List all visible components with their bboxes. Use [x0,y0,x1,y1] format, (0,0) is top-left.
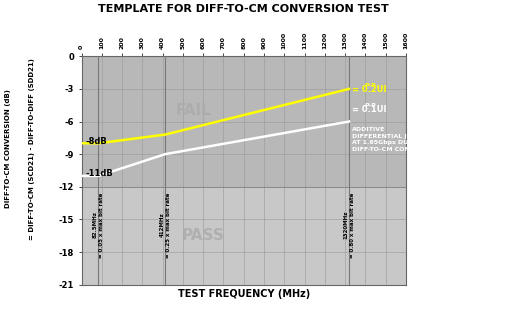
Text: 82.5MHz
= 0.05 x max bit rate: 82.5MHz = 0.05 x max bit rate [93,192,104,258]
Text: 412MHz
= 0.25 x max bit rate: 412MHz = 0.25 x max bit rate [160,192,171,258]
Bar [82,187,406,285]
Bar [82,56,406,187]
Text: P-P: P-P [365,83,376,88]
Text: = 0.2UI: = 0.2UI [352,85,387,94]
Text: = 0.1UI: = 0.1UI [352,105,387,114]
Text: -11dB: -11dB [86,169,113,178]
Text: P-P: P-P [365,103,376,108]
Title: TEMPLATE FOR DIFF-TO-CM CONVERSION TEST: TEMPLATE FOR DIFF-TO-CM CONVERSION TEST [99,4,389,14]
Text: DIFF-TO-CM CONVERSION (dB): DIFF-TO-CM CONVERSION (dB) [5,89,11,209]
Text: = DIFF-TO-CM (SCD21) - DIFF-TO-DIFF (SDD21): = DIFF-TO-CM (SCD21) - DIFF-TO-DIFF (SDD… [29,58,35,240]
Text: -8dB: -8dB [86,137,108,146]
Text: FAIL: FAIL [175,103,211,118]
Text: ADDITIVE
DIFFERENTIAL JITTER
AT 1.65Gbps DUE TO
DIFF-TO-CM CONVERSION: ADDITIVE DIFFERENTIAL JITTER AT 1.65Gbps… [352,127,442,152]
Text: 1320MHz
= 0.80 x max bit rate: 1320MHz = 0.80 x max bit rate [344,192,355,258]
Text: PASS: PASS [182,228,225,243]
X-axis label: TEST FREQUENCY (MHz): TEST FREQUENCY (MHz) [178,289,310,299]
